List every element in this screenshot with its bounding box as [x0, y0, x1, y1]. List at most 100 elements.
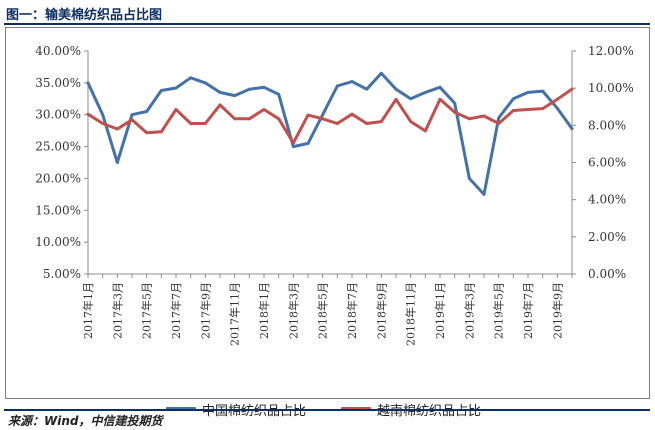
- y-right-tick-label: 6.00%: [588, 156, 626, 170]
- data-point-vietnam: [174, 108, 178, 111]
- data-point-china: [101, 113, 105, 117]
- data-point-china: [189, 76, 193, 80]
- header-divider: [4, 23, 650, 25]
- data-point-china: [541, 89, 545, 93]
- data-point-vietnam: [453, 110, 457, 114]
- data-point-vietnam: [101, 122, 105, 125]
- x-tick-label: 2017年11月: [228, 282, 242, 346]
- data-point-china: [277, 92, 281, 96]
- data-point-vietnam: [438, 97, 442, 101]
- y-left-tick-label: 5.00%: [43, 267, 81, 281]
- x-tick-label: 2018年1月: [257, 282, 271, 339]
- source-note: 来源：Wind，中信建投期货: [8, 414, 163, 428]
- data-point-vietnam: [159, 130, 163, 134]
- data-point-vietnam: [86, 112, 90, 116]
- legend-label-china: 中国棉纺织品占比: [202, 403, 307, 419]
- y-left-tick-label: 25.00%: [35, 140, 81, 154]
- data-point-china: [423, 91, 427, 94]
- data-point-vietnam: [511, 109, 515, 112]
- data-point-china: [467, 177, 471, 180]
- data-point-china: [526, 91, 530, 94]
- data-point-china: [570, 127, 574, 131]
- x-tick-label: 2019年9月: [550, 282, 564, 339]
- data-point-china: [115, 161, 119, 164]
- x-tick-label: 2018年5月: [316, 282, 330, 339]
- footer-divider: [4, 409, 650, 411]
- x-tick-label: 2018年3月: [286, 282, 300, 339]
- data-point-vietnam: [541, 107, 545, 111]
- y-right-tick-label: 8.00%: [588, 118, 626, 132]
- series-line-vietnam: [86, 87, 574, 145]
- data-point-vietnam: [350, 112, 354, 116]
- data-point-vietnam: [218, 103, 222, 107]
- y-left-tick-label: 20.00%: [35, 171, 81, 185]
- figure-title: 图一：输美棉纺织品占比图: [6, 8, 163, 23]
- data-point-china: [247, 87, 251, 91]
- data-point-vietnam: [306, 113, 310, 117]
- x-tick-label: 2017年9月: [198, 282, 212, 339]
- x-tick-label: 2019年1月: [433, 282, 447, 339]
- x-tick-label: 2018年9月: [374, 282, 388, 339]
- x-tick-label: 2017年7月: [169, 282, 183, 339]
- x-tick-label: 2019年3月: [462, 282, 476, 339]
- series-line-china: [86, 71, 574, 196]
- legend-label-vietnam: 越南棉纺织品占比: [377, 403, 482, 419]
- y-left-tick-label: 30.00%: [35, 108, 81, 122]
- y-left-tick-label: 35.00%: [35, 76, 81, 90]
- data-point-vietnam: [277, 117, 281, 121]
- data-point-china: [159, 89, 163, 92]
- x-tick-label: 2018年7月: [345, 282, 359, 339]
- data-point-china: [350, 80, 354, 83]
- data-point-vietnam: [467, 117, 471, 121]
- y-left-tick-label: 40.00%: [35, 44, 81, 58]
- data-point-china: [438, 85, 442, 89]
- data-point-china: [335, 84, 339, 88]
- data-point-vietnam: [291, 141, 295, 145]
- y-right-tick-label: 2.00%: [588, 230, 626, 244]
- y-right-tick-label: 0.00%: [588, 267, 626, 281]
- figure-header: 图一：输美棉纺织品占比图: [4, 2, 650, 25]
- y-right-tick-label: 12.00%: [588, 44, 634, 58]
- x-tick-label: 2019年7月: [521, 282, 535, 339]
- data-point-china: [497, 116, 501, 120]
- data-point-vietnam: [189, 122, 193, 125]
- y-left-tick-label: 10.00%: [35, 235, 81, 249]
- data-point-vietnam: [203, 122, 207, 125]
- line-chart: 5.00% 10.00% 15.00% 20.00% 25.00% 30.00% 35.00…: [35, 44, 634, 346]
- y-right-tick-label: 10.00%: [588, 81, 634, 95]
- data-point-vietnam: [247, 117, 251, 121]
- data-point-china: [555, 106, 559, 110]
- data-point-china: [365, 87, 369, 91]
- data-point-china: [453, 101, 457, 105]
- data-point-china: [409, 97, 413, 101]
- data-point-vietnam: [262, 108, 266, 111]
- x-tick-label: 2019年5月: [492, 282, 506, 339]
- data-point-china: [218, 91, 222, 94]
- data-point-china: [86, 81, 90, 85]
- data-point-vietnam: [365, 122, 369, 125]
- data-point-vietnam: [145, 131, 149, 135]
- data-point-china: [511, 97, 515, 101]
- data-point-china: [379, 71, 383, 75]
- data-point-china: [262, 85, 266, 89]
- data-point-china: [291, 145, 295, 148]
- data-point-vietnam: [115, 127, 119, 131]
- data-point-china: [203, 81, 207, 85]
- data-point-vietnam: [555, 97, 559, 101]
- data-point-china: [130, 113, 134, 117]
- data-point-vietnam: [482, 114, 486, 118]
- data-point-vietnam: [526, 108, 530, 111]
- data-point-vietnam: [379, 120, 383, 124]
- data-point-vietnam: [423, 129, 427, 133]
- x-tick-label: 2018年11月: [404, 282, 418, 346]
- x-tick-label: 2017年1月: [81, 282, 95, 339]
- y-right-tick-label: 4.00%: [588, 193, 626, 207]
- data-point-vietnam: [233, 117, 237, 121]
- data-point-china: [174, 86, 178, 90]
- data-point-china: [233, 94, 237, 97]
- chart-frame: 5.00% 10.00% 15.00% 20.00% 25.00% 30.00% 35.00…: [5, 27, 650, 419]
- y-left-tick-label: 15.00%: [35, 203, 81, 217]
- data-point-vietnam: [130, 118, 134, 122]
- data-point-vietnam: [409, 120, 413, 124]
- data-point-vietnam: [394, 97, 398, 101]
